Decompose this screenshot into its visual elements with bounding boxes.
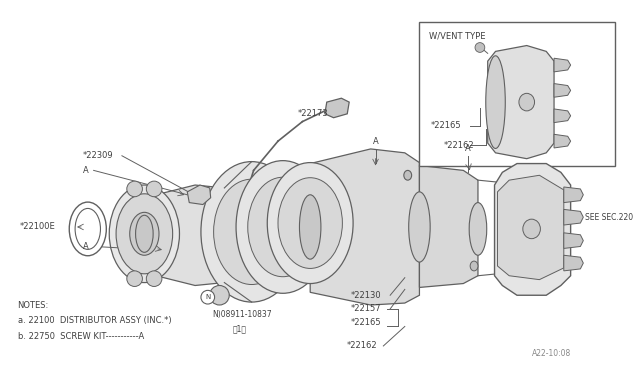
Text: *22165: *22165: [431, 121, 462, 130]
Text: A: A: [83, 166, 89, 175]
Text: N: N: [205, 294, 211, 300]
Ellipse shape: [278, 178, 342, 269]
Text: *22162: *22162: [346, 341, 377, 350]
Text: W/VENT TYPE: W/VENT TYPE: [429, 31, 486, 40]
Polygon shape: [188, 185, 211, 205]
Text: A: A: [83, 242, 89, 251]
Text: *22100E: *22100E: [19, 222, 55, 231]
Ellipse shape: [109, 185, 179, 283]
Text: a. 22100  DISTRIBUTOR ASSY (INC.*): a. 22100 DISTRIBUTOR ASSY (INC.*): [17, 316, 171, 325]
Polygon shape: [564, 233, 583, 248]
Text: SEE SEC.220: SEE SEC.220: [585, 213, 634, 222]
Ellipse shape: [486, 56, 505, 148]
Text: *22309: *22309: [83, 151, 113, 160]
Polygon shape: [554, 58, 571, 72]
Ellipse shape: [404, 170, 412, 180]
Polygon shape: [564, 209, 583, 225]
Text: A22-10:08: A22-10:08: [532, 349, 571, 358]
Ellipse shape: [302, 212, 318, 234]
Ellipse shape: [409, 192, 430, 262]
Ellipse shape: [214, 212, 235, 259]
Polygon shape: [488, 45, 554, 159]
Polygon shape: [564, 255, 583, 271]
Ellipse shape: [140, 227, 149, 241]
Ellipse shape: [411, 198, 428, 256]
Ellipse shape: [116, 194, 173, 274]
Text: NOTES:: NOTES:: [17, 301, 49, 310]
Polygon shape: [564, 187, 583, 203]
Ellipse shape: [519, 93, 534, 111]
Polygon shape: [495, 164, 571, 295]
Text: A: A: [465, 144, 471, 153]
Text: *22130: *22130: [351, 291, 382, 300]
Circle shape: [201, 291, 214, 304]
Ellipse shape: [236, 161, 330, 293]
Text: b. 22750  SCREW KIT-----------A: b. 22750 SCREW KIT-----------A: [17, 332, 144, 341]
Circle shape: [210, 285, 229, 305]
Text: （1）: （1）: [232, 324, 246, 333]
Ellipse shape: [469, 203, 487, 255]
Ellipse shape: [136, 215, 153, 252]
Ellipse shape: [268, 163, 353, 283]
Ellipse shape: [75, 208, 100, 249]
Polygon shape: [554, 134, 571, 148]
Polygon shape: [497, 175, 564, 280]
Circle shape: [127, 181, 143, 197]
Ellipse shape: [523, 219, 540, 239]
Polygon shape: [554, 84, 571, 97]
Ellipse shape: [201, 161, 302, 302]
Ellipse shape: [248, 177, 318, 277]
Ellipse shape: [214, 179, 290, 285]
Text: N)08911-10837: N)08911-10837: [212, 310, 272, 319]
Polygon shape: [419, 166, 478, 288]
Text: *22157: *22157: [351, 304, 382, 313]
Bar: [419, 22, 614, 167]
Circle shape: [475, 43, 484, 52]
Circle shape: [147, 271, 162, 286]
Ellipse shape: [275, 216, 291, 238]
Polygon shape: [145, 185, 225, 285]
Ellipse shape: [69, 202, 106, 256]
Polygon shape: [554, 109, 571, 123]
Text: *22165: *22165: [351, 318, 382, 327]
Ellipse shape: [130, 212, 159, 255]
Ellipse shape: [244, 221, 259, 243]
Circle shape: [127, 271, 143, 286]
Text: *22173: *22173: [298, 109, 328, 118]
Circle shape: [147, 181, 162, 197]
Text: A: A: [372, 137, 378, 145]
Polygon shape: [310, 149, 419, 305]
Polygon shape: [325, 98, 349, 118]
Text: *22162: *22162: [444, 141, 474, 150]
Ellipse shape: [470, 261, 478, 271]
Ellipse shape: [300, 195, 321, 259]
